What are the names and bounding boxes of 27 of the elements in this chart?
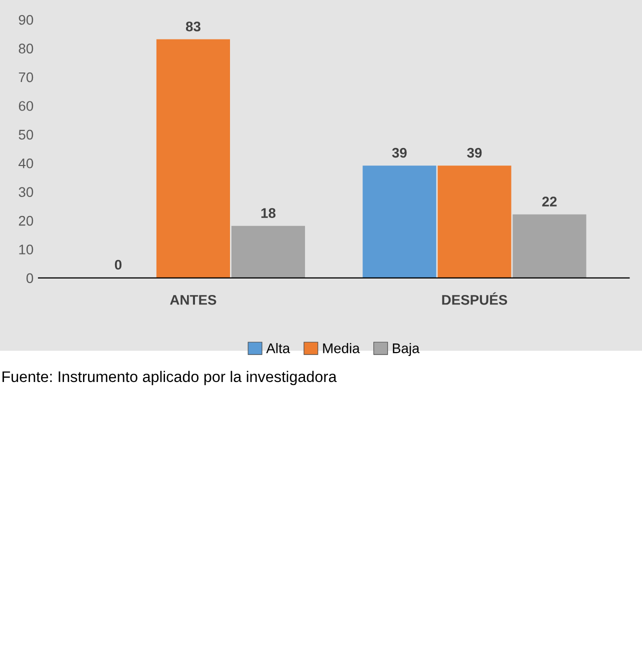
x-tick-label: DESPUÉS [442,292,508,305]
legend-label: Alta [266,343,290,354]
y-tick-label: 80 [18,44,34,54]
y-tick-label: 20 [18,216,34,226]
data-label: 18 [261,208,276,218]
data-label: 22 [542,196,557,206]
y-tick-label: 60 [18,101,34,111]
data-label: 39 [467,148,482,158]
bar [156,39,230,278]
data-label: 39 [392,148,407,158]
legend-label: Media [323,343,360,354]
y-tick-label: 70 [18,72,34,82]
bar [362,166,436,278]
bar [438,166,512,278]
y-tick-label: 90 [18,14,34,25]
y-tick-label: 50 [18,130,34,140]
data-label: 83 [186,22,200,32]
legend-label: Baja [392,343,420,356]
y-tick-label: 10 [19,244,34,254]
source-note: Fuente: Instrumento aplicado por la investigadora [2,370,337,386]
y-tick-label: 0 [26,273,34,284]
bar [512,214,586,278]
data-label: 0 [114,260,122,270]
bar [231,226,306,278]
y-tick-label: 30 [18,187,34,198]
x-tick-label: ANTES [170,294,216,305]
y-tick-label: 40 [18,158,34,168]
